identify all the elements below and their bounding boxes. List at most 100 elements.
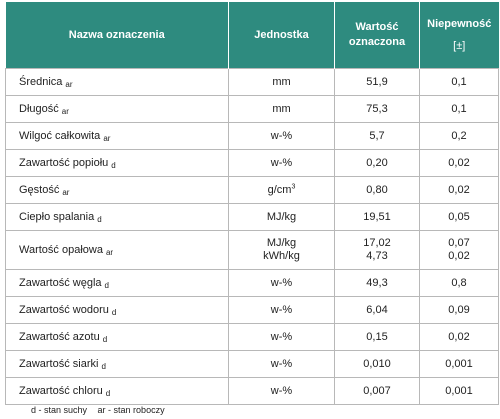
cell-unit: w-% xyxy=(228,323,335,351)
table-row: Wilgoć całkowita ar w-% 5,7 0,2 xyxy=(5,122,499,150)
cell-unit-value: MJ/kg xyxy=(266,237,297,249)
cell-unit-value: w-% xyxy=(270,384,293,397)
cell-unit-text: mm xyxy=(235,76,328,89)
cell-unit-value: w-% xyxy=(270,330,293,343)
cell-uncertainty-text: 0,05 xyxy=(426,211,492,224)
property-index: d xyxy=(104,281,109,290)
cell-value: 0,010 xyxy=(334,350,420,378)
property-name: Gęstość xyxy=(19,184,60,196)
cell-value-value: 75,3 xyxy=(366,102,388,115)
cell-value-value: 0,80 xyxy=(366,183,388,196)
cell-uncertainty-text: 0,001 xyxy=(426,358,492,371)
cell-uncertainty-text: 0,02 xyxy=(426,157,492,170)
cell-unit-value: w-% xyxy=(270,357,293,370)
footnote-dry: d - stan suchy xyxy=(31,405,88,415)
property-name: Zawartość wodoru xyxy=(19,304,109,316)
cell-name: Zawartość wodoru d xyxy=(5,296,229,324)
cell-unit: MJ/kg xyxy=(228,203,335,231)
cell-value-text: 49,3 xyxy=(341,277,413,290)
cell-name: Zawartość chloru d xyxy=(5,377,229,405)
cell-name: Wilgoć całkowita ar xyxy=(5,122,229,150)
cell-unit-text: w-% xyxy=(235,304,328,317)
cell-uncertainty-value: 0,07 xyxy=(448,237,470,249)
cell-uncertainty: 0,1 xyxy=(419,68,499,96)
cell-unit: w-% xyxy=(228,377,335,405)
cell-name: Wartość opałowa ar xyxy=(5,230,229,270)
cell-value: 51,9 xyxy=(334,68,420,96)
table-body: Średnica ar mm 51,9 0,1 Długość ar mm 75,3 0,1 Wil… xyxy=(5,68,499,405)
cell-unit-value: mm xyxy=(272,102,291,115)
cell-unit-value: mm xyxy=(272,75,291,88)
cell-value-value: 49,3 xyxy=(366,276,388,289)
cell-value-text: 0,15 xyxy=(341,331,413,344)
property-index: ar xyxy=(65,80,73,89)
cell-uncertainty: 0,001 xyxy=(419,377,499,405)
cell-name: Zawartość popiołu d xyxy=(5,149,229,177)
cell-unit-value: w-% xyxy=(270,129,293,142)
cell-unit: w-% xyxy=(228,269,335,297)
cell-name: Długość ar xyxy=(5,95,229,123)
header-uncertainty: Niepewność [±] xyxy=(419,2,499,69)
property-name: Zawartość chloru xyxy=(19,385,103,397)
property-index: ar xyxy=(105,248,114,257)
cell-value: 49,3 xyxy=(334,269,420,297)
cell-uncertainty-value: 0,001 xyxy=(445,384,473,397)
cell-uncertainty-value: 0,8 xyxy=(451,276,467,289)
footnote-working: ar - stan roboczy xyxy=(97,405,165,415)
cell-name: Ciepło spalania d xyxy=(5,203,229,231)
property-index: d xyxy=(105,389,111,398)
cell-unit: w-% xyxy=(228,149,335,177)
cell-unit-value: MJ/kg xyxy=(266,210,297,223)
properties-table: Nazwa oznaczenia Jednostka Wartość oznac… xyxy=(5,2,499,405)
cell-unit: w-% xyxy=(228,122,335,150)
cell-uncertainty-text: 0,8 xyxy=(426,277,492,290)
cell-value-text: 75,3 xyxy=(341,103,413,116)
cell-uncertainty-value: 0,09 xyxy=(448,303,470,316)
cell-unit-second-value: kWh/kg xyxy=(263,250,300,262)
cell-name: Zawartość węgla d xyxy=(5,269,229,297)
table-row: Zawartość chloru d w-% 0,007 0,001 xyxy=(5,377,499,405)
cell-uncertainty-text: 0,09 xyxy=(426,304,492,317)
table-row: Długość ar mm 75,3 0,1 xyxy=(5,95,499,123)
property-name: Wartość opałowa xyxy=(19,244,103,256)
cell-uncertainty: 0,001 xyxy=(419,350,499,378)
property-name: Średnica xyxy=(19,76,63,88)
cell-value: 17,02 4,73 xyxy=(334,230,420,270)
cell-uncertainty: 0,02 xyxy=(419,323,499,351)
cell-name: Zawartość azotu d xyxy=(5,323,229,351)
table-row: Średnica ar mm 51,9 0,1 xyxy=(5,68,499,96)
cell-uncertainty: 0,02 xyxy=(419,176,499,204)
cell-name: Gęstość ar xyxy=(5,176,229,204)
cell-uncertainty: 0,07 0,02 xyxy=(419,230,499,270)
property-index: d xyxy=(101,362,106,371)
cell-value-text: 5,7 xyxy=(341,130,413,143)
cell-unit-text: w-% xyxy=(235,130,328,143)
table-row: Zawartość węgla d w-% 49,3 0,8 xyxy=(5,269,499,297)
cell-uncertainty-value: 0,02 xyxy=(448,330,470,343)
cell-unit-value: g/cm xyxy=(267,183,292,196)
cell-uncertainty-text: 0,2 xyxy=(426,130,492,143)
cell-unit-text: g/cm3 xyxy=(235,183,328,197)
cell-value: 0,15 xyxy=(334,323,420,351)
property-name: Ciepło spalania xyxy=(19,211,95,223)
table-row: Ciepło spalania d MJ/kg 19,51 0,05 xyxy=(5,203,499,231)
cell-unit: g/cm3 xyxy=(228,176,335,204)
cell-uncertainty-value: 0,02 xyxy=(448,156,470,169)
cell-unit-text: MJ/kg xyxy=(235,211,328,224)
cell-value-text: 0,010 xyxy=(341,358,413,371)
cell-unit-text: MJ/kg xyxy=(235,237,328,250)
cell-uncertainty: 0,02 xyxy=(419,149,499,177)
header-name: Nazwa oznaczenia xyxy=(5,2,229,69)
cell-unit: MJ/kg kWh/kg xyxy=(228,230,335,270)
cell-uncertainty-second-value: 0,02 xyxy=(448,250,470,262)
property-index: d xyxy=(111,308,117,317)
header-unit: Jednostka xyxy=(228,2,335,69)
cell-uncertainty-value: 0,2 xyxy=(451,129,467,142)
cell-uncertainty-text: 0,02 xyxy=(426,184,492,197)
property-name: Długość xyxy=(19,103,59,115)
cell-value-text: 51,9 xyxy=(341,76,413,89)
table-header: Nazwa oznaczenia Jednostka Wartość oznac… xyxy=(5,2,499,69)
cell-value-value: 17,02 xyxy=(363,237,391,249)
property-name: Wilgoć całkowita xyxy=(19,130,101,142)
cell-unit-text: w-% xyxy=(235,385,328,398)
